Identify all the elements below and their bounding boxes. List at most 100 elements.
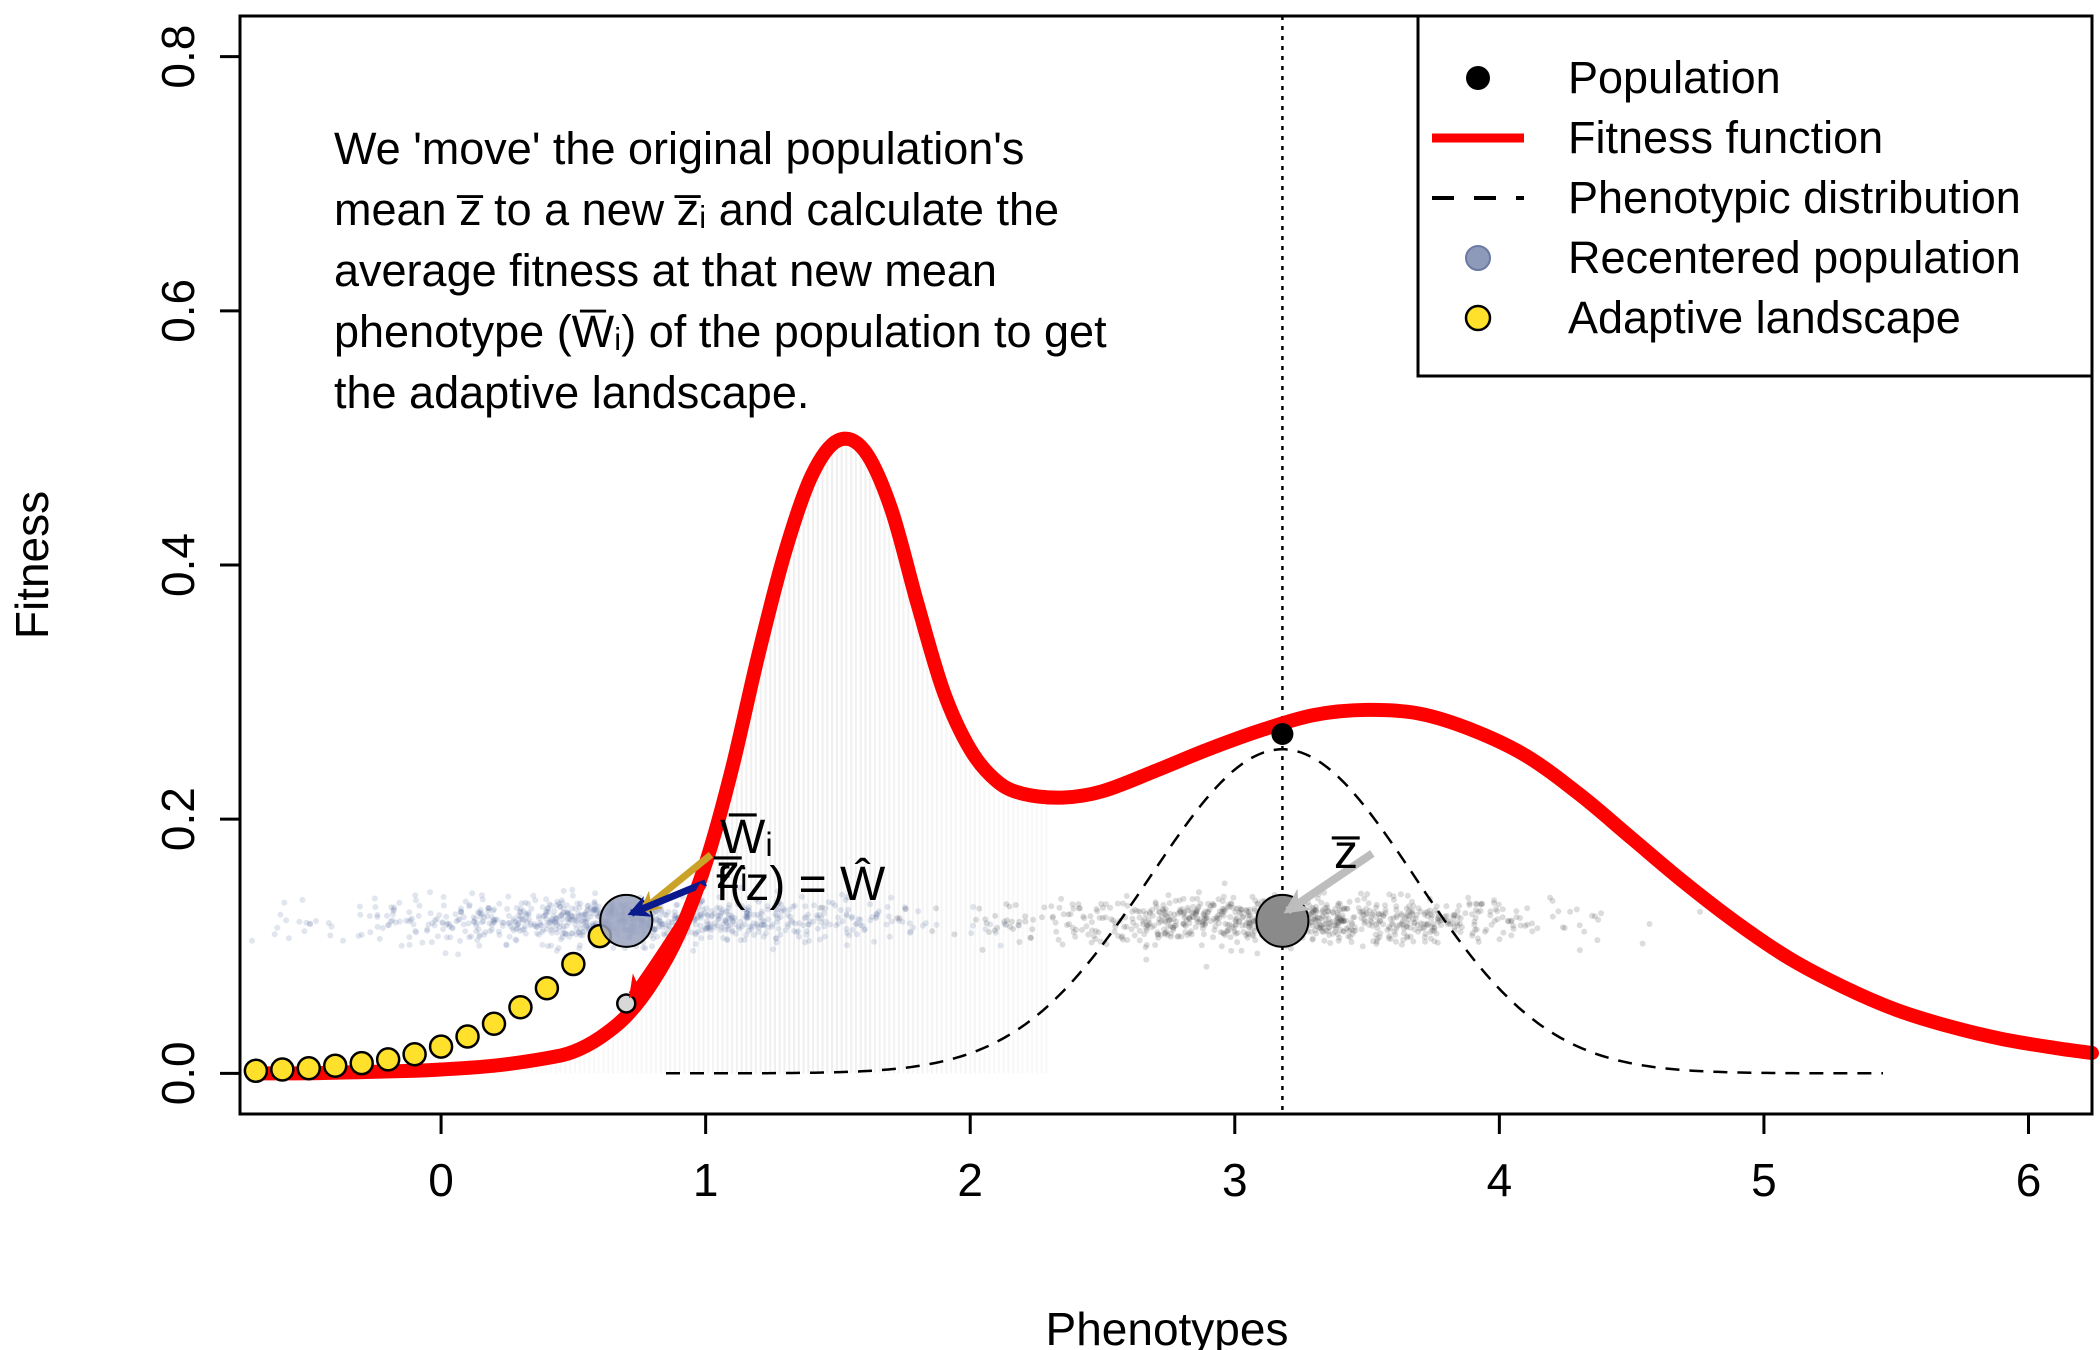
recentered-population-point — [722, 926, 729, 933]
recentered-population-point — [389, 911, 396, 918]
recentered-population-point — [692, 931, 699, 938]
recentered-population-point — [563, 931, 570, 938]
original-population-point — [1329, 918, 1336, 925]
original-population-point — [1186, 914, 1193, 921]
original-population-point — [1387, 936, 1394, 942]
recentered-population-point — [555, 945, 562, 951]
original-population-point — [1348, 926, 1355, 933]
recentered-population-point — [552, 919, 559, 926]
original-population-point — [1589, 912, 1596, 919]
recentered-population-point — [477, 906, 484, 913]
original-population-point — [1189, 896, 1196, 902]
recentered-population-point — [462, 928, 469, 935]
original-population-point — [1140, 918, 1147, 925]
original-population-point — [1233, 905, 1240, 912]
recentered-population-point — [813, 912, 820, 919]
original-population-point — [1513, 908, 1520, 915]
original-population-point — [1363, 910, 1370, 917]
recentered-population-point — [424, 927, 430, 934]
recentered-population-point — [747, 923, 754, 930]
recentered-population-point — [475, 909, 482, 916]
original-population-point — [1210, 902, 1217, 909]
recentered-population-point — [543, 922, 550, 928]
recentered-population-point — [773, 906, 779, 913]
original-population-point — [1404, 892, 1411, 899]
recentered-population-point — [719, 906, 726, 913]
original-population-point — [1377, 918, 1384, 924]
original-population-point — [1245, 917, 1252, 924]
recentered-population-point — [514, 922, 521, 929]
original-population-point — [1149, 906, 1156, 913]
original-population-point — [1322, 916, 1329, 923]
original-population-point — [1010, 926, 1017, 932]
recentered-population-point — [472, 915, 478, 922]
original-population-point — [1411, 926, 1418, 933]
original-population-point — [1384, 927, 1391, 933]
original-population-point — [1375, 919, 1382, 926]
original-population-point — [1361, 895, 1368, 902]
recentered-population-point — [800, 922, 807, 929]
recentered-population-point — [545, 908, 552, 915]
original-population-point — [1444, 921, 1451, 928]
original-population-point — [1087, 913, 1094, 920]
original-population-point — [1524, 921, 1531, 928]
original-population-point — [1358, 915, 1365, 921]
label-f-equation: f(z) = Ŵ — [716, 858, 886, 911]
original-population-point — [1406, 907, 1413, 914]
original-population-point — [1003, 901, 1010, 908]
recentered-population-point — [413, 929, 420, 936]
recentered-population-point — [593, 905, 600, 912]
original-population-point — [1478, 900, 1485, 907]
recentered-population-point — [473, 928, 480, 935]
recentered-population-point — [523, 912, 530, 919]
original-population-point — [1245, 931, 1252, 938]
recentered-population-point — [564, 909, 571, 916]
recentered-population-point — [1001, 921, 1008, 927]
original-population-point — [1559, 924, 1566, 931]
original-population-point — [1146, 920, 1153, 926]
original-population-point — [1254, 900, 1261, 907]
recentered-population-point — [340, 937, 346, 944]
original-population-point — [1411, 920, 1418, 927]
recentered-population-point — [592, 890, 599, 897]
recentered-population-point — [656, 917, 663, 924]
recentered-population-point — [553, 902, 560, 909]
original-population-point — [1390, 893, 1397, 900]
recentered-population-point — [358, 931, 365, 938]
recentered-population-point — [724, 936, 731, 943]
original-population-point — [1188, 928, 1195, 935]
recentered-population-point — [557, 903, 564, 910]
recentered-population-point — [657, 918, 664, 925]
original-population-point — [1149, 912, 1156, 919]
recentered-population-point — [915, 908, 922, 915]
original-population-point — [1495, 901, 1502, 908]
original-population-point — [1382, 902, 1388, 909]
original-population-point — [1072, 933, 1079, 940]
recentered-population-point — [564, 910, 571, 917]
recentered-population-point — [499, 923, 506, 929]
original-population-point — [1325, 924, 1332, 931]
landscape-point — [322, 1053, 348, 1078]
original-population-point — [1334, 919, 1341, 926]
original-population-point — [1319, 908, 1326, 915]
original-population-point — [1194, 905, 1201, 912]
recentered-population-point — [754, 920, 760, 927]
recentered-population-point — [504, 906, 511, 912]
recentered-population-point — [491, 919, 498, 926]
original-population-point — [1374, 935, 1381, 942]
original-population-point — [1180, 911, 1187, 918]
recentered-population-point — [551, 918, 558, 925]
original-population-point — [1186, 930, 1193, 937]
recentered-population-point — [577, 932, 584, 939]
recentered-population-point — [896, 917, 902, 924]
recentered-population-point — [692, 930, 699, 936]
original-population-point — [1075, 901, 1082, 908]
original-population-point — [1232, 909, 1239, 916]
recentered-population-point — [796, 933, 802, 940]
original-population-point — [1335, 900, 1342, 907]
recentered-population-point — [271, 931, 278, 938]
recentered-population-point — [920, 922, 926, 929]
original-population-point — [1427, 935, 1434, 942]
original-population-point — [1165, 892, 1172, 899]
recentered-population-point — [299, 896, 306, 903]
